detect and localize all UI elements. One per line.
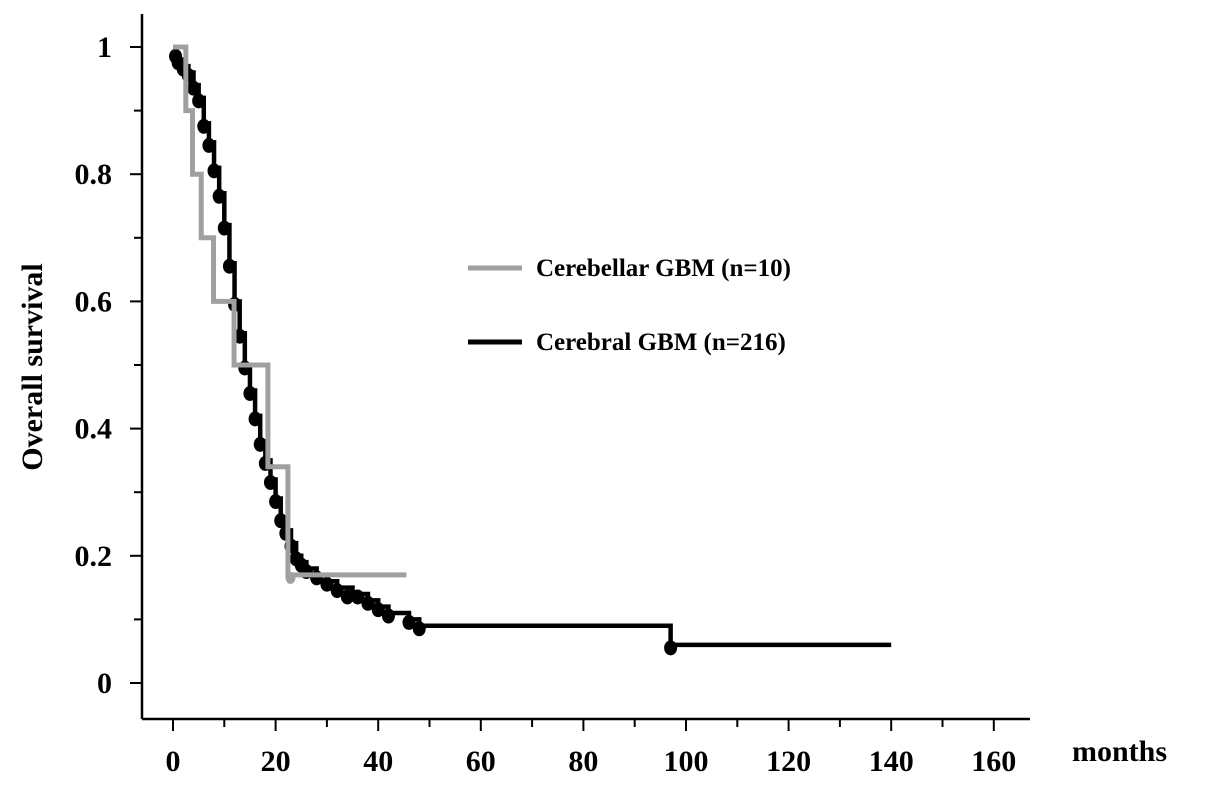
x-tick-label: 40 xyxy=(363,745,393,778)
censor-mark-cerebral xyxy=(269,494,283,510)
censor-mark-cerebral xyxy=(192,93,206,109)
x-tick-label: 20 xyxy=(261,745,291,778)
y-tick-label: 1 xyxy=(97,31,112,64)
x-axis-title: months xyxy=(1072,735,1167,768)
censor-mark-cerebral xyxy=(263,474,277,490)
plot-area: 0 20 40 60 80 100 120 140 160 0 0.2 0.4 0.6 0.8 1 Ove… xyxy=(16,14,1167,778)
censor-mark-cerebral xyxy=(243,385,257,401)
y-tick-label: 0.6 xyxy=(75,285,113,318)
y-tick-label: 0.4 xyxy=(75,413,113,446)
censor-mark-cerebral xyxy=(217,220,231,236)
censor-mark-cerebral xyxy=(371,602,385,618)
x-tick-label: 80 xyxy=(568,745,598,778)
censor-mark-cerebral xyxy=(330,583,344,599)
y-axis-title: Overall survival xyxy=(16,263,49,470)
x-tick-label: 120 xyxy=(766,745,811,778)
legend-label-cerebellar: Cerebellar GBM (n=10) xyxy=(536,255,791,282)
censor-mark-cerebral xyxy=(320,576,334,592)
censor-mark-cerebral xyxy=(253,436,267,452)
censor-mark-cerebral xyxy=(340,589,354,605)
censor-mark-cerebral xyxy=(248,411,262,427)
series-line-cerebellar xyxy=(173,44,407,578)
censor-mark-cerebral xyxy=(202,137,216,153)
censor-mark-cerebral xyxy=(187,80,201,96)
censor-mark-cerebral xyxy=(664,640,678,656)
y-tick-label: 0.2 xyxy=(75,540,113,573)
x-tick-label: 0 xyxy=(166,745,181,778)
y-tick-label: 0 xyxy=(97,667,112,700)
x-tick-label: 100 xyxy=(664,745,709,778)
censor-mark-cerebellar xyxy=(285,571,296,584)
censor-mark-cerebral xyxy=(402,614,416,630)
censor-mark-cerebral xyxy=(222,258,236,274)
x-tick-label: 160 xyxy=(971,745,1016,778)
censor-mark-cerebral xyxy=(197,118,211,134)
legend-label-cerebral: Cerebral GBM (n=216) xyxy=(536,329,786,356)
censor-mark-cerebral xyxy=(274,513,288,529)
x-tick-label: 60 xyxy=(466,745,496,778)
censor-mark-cerebral xyxy=(412,621,426,637)
legend-item-cerebellar: Cerebellar GBM (n=10) xyxy=(468,255,791,282)
legend: Cerebellar GBM (n=10) Cerebral GBM (n=21… xyxy=(468,255,791,356)
censor-mark-cerebral xyxy=(361,595,375,611)
censor-mark-cerebral xyxy=(212,188,226,204)
censor-mark-cerebral xyxy=(351,589,365,605)
censor-mark-cerebral xyxy=(381,608,395,624)
series-layer xyxy=(169,44,892,656)
y-ticks: 0 0.2 0.4 0.6 0.8 1 xyxy=(75,31,142,700)
censor-mark-cerebral xyxy=(207,163,221,179)
legend-item-cerebral: Cerebral GBM (n=216) xyxy=(468,329,786,356)
x-ticks: 0 20 40 60 80 100 120 140 160 xyxy=(166,719,1016,778)
y-tick-label: 0.8 xyxy=(75,158,113,191)
x-tick-label: 140 xyxy=(869,745,914,778)
